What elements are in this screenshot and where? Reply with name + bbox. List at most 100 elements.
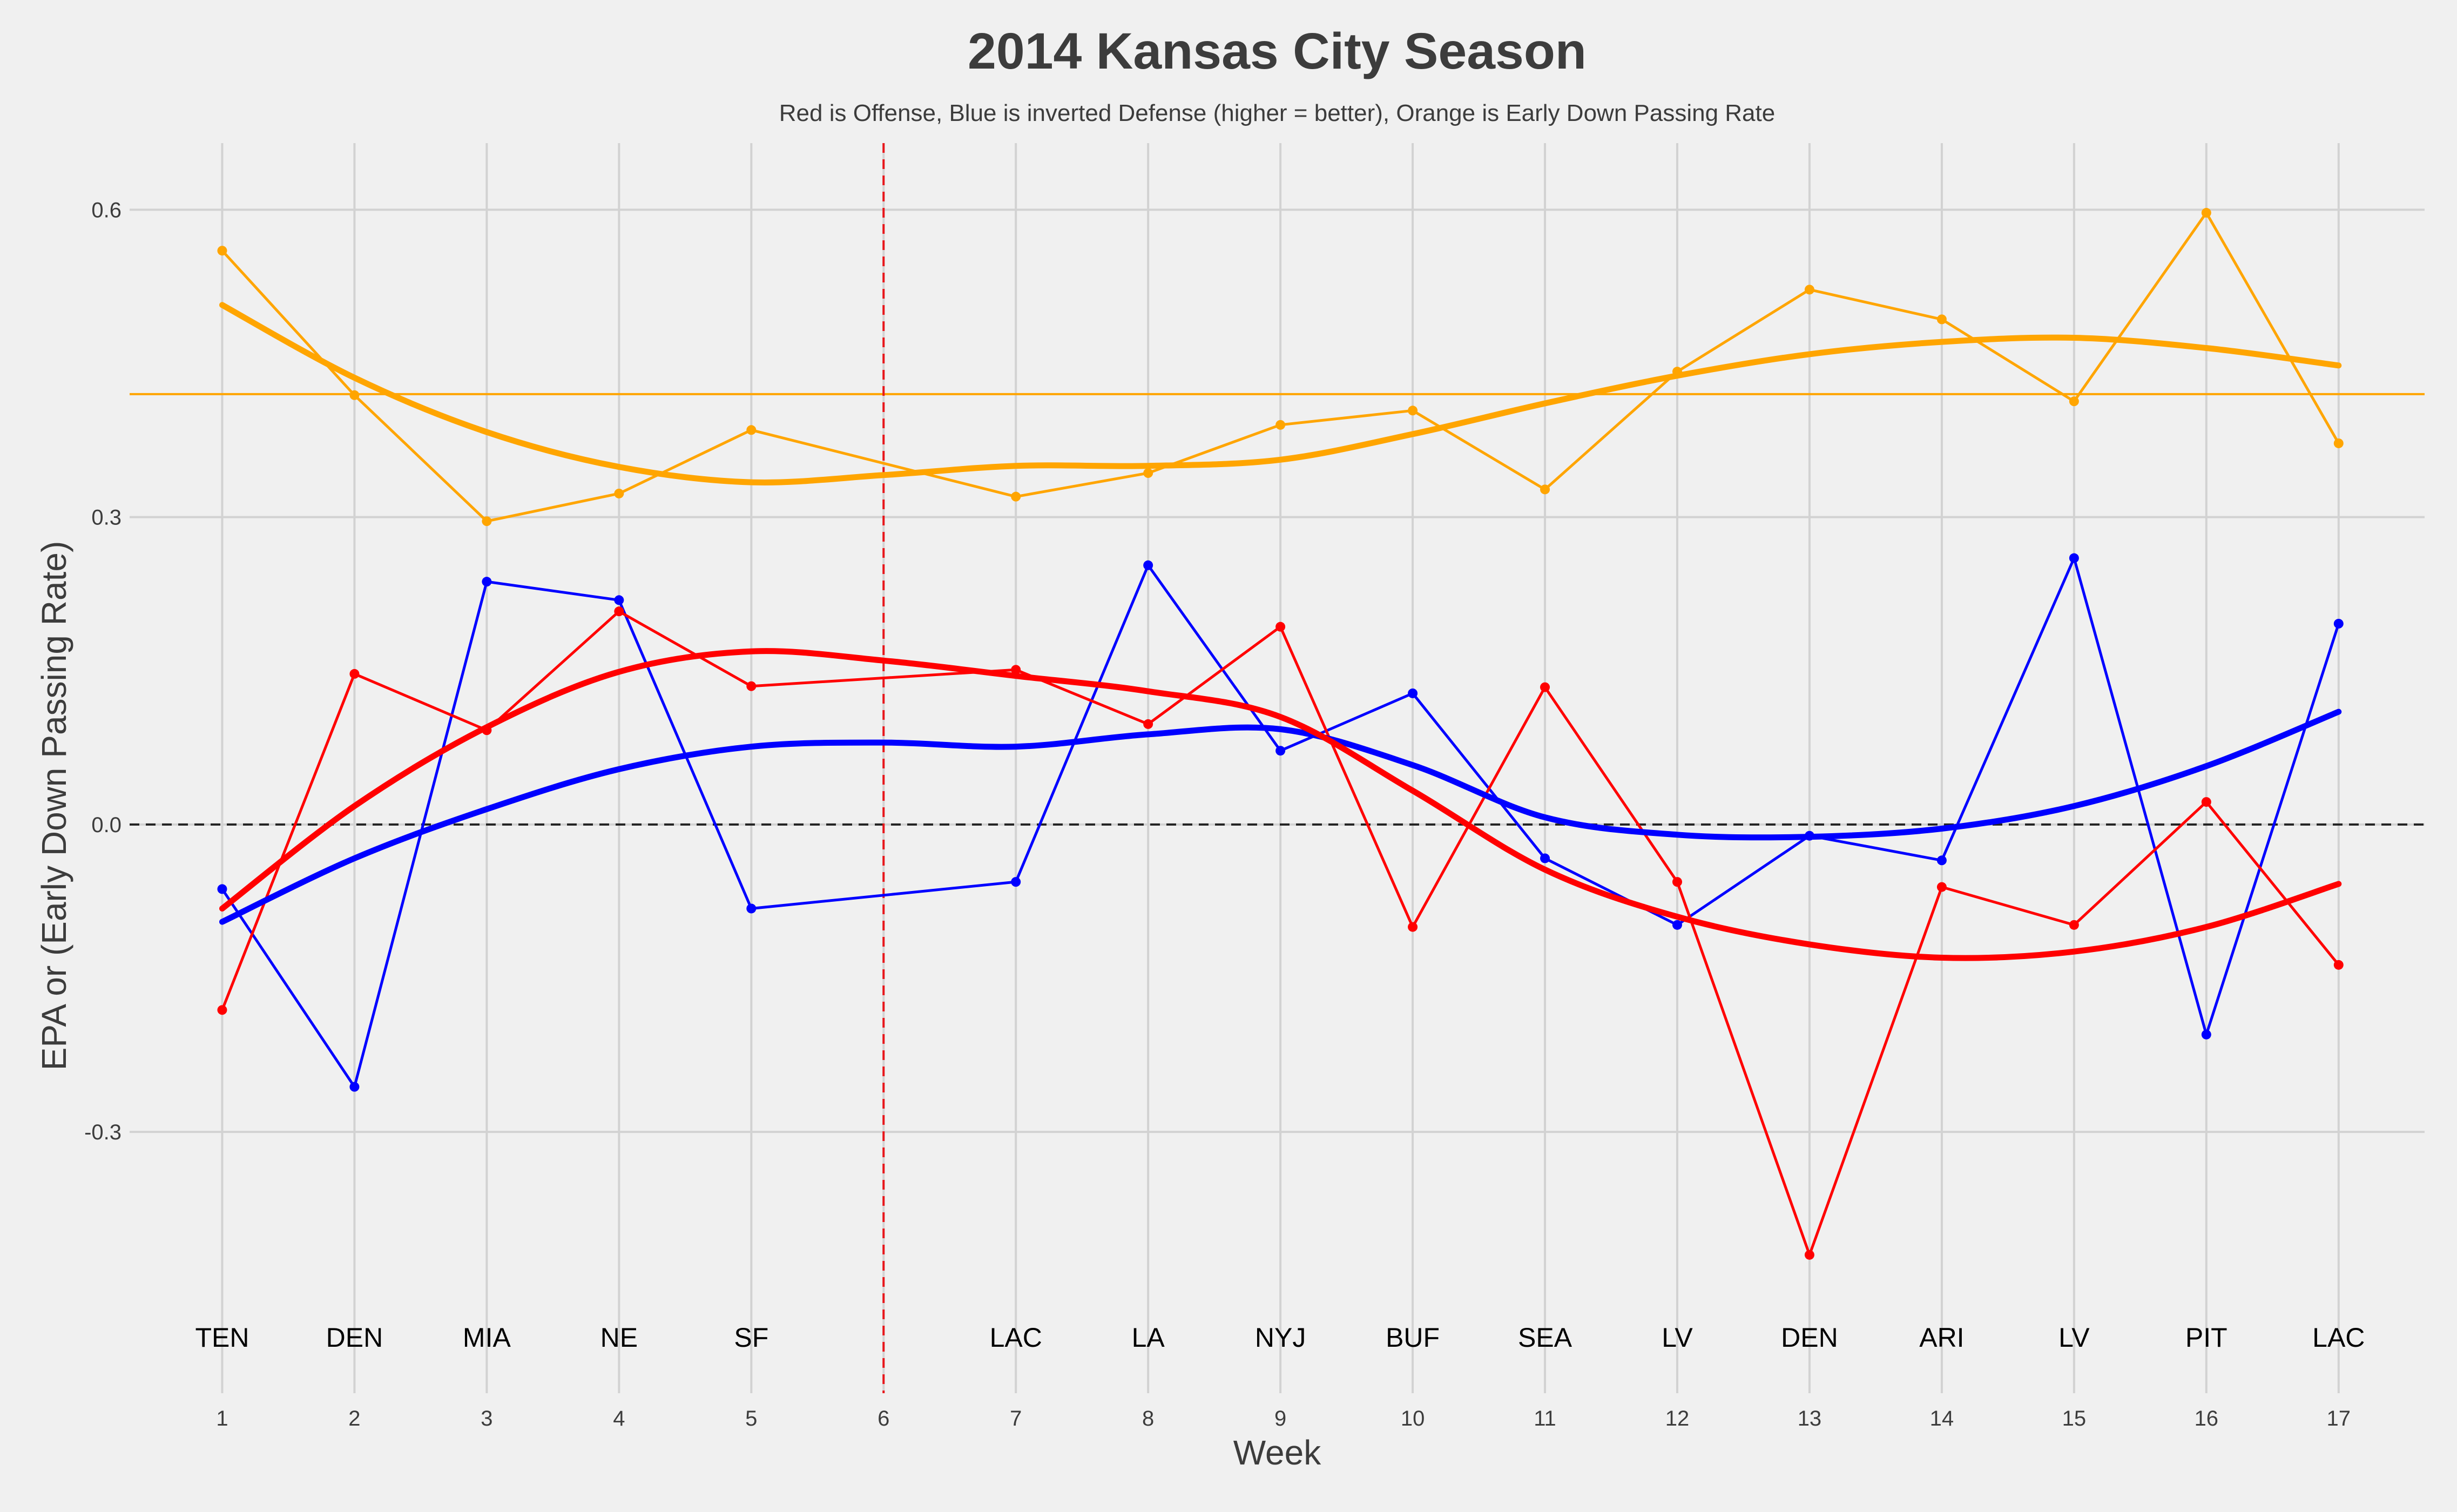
x-tick-label: 16 (2195, 1407, 2219, 1430)
data-point (1011, 665, 1021, 675)
opponent-label: LAC (2312, 1322, 2365, 1353)
data-point (217, 884, 227, 894)
data-point (1804, 285, 1814, 295)
data-point (2333, 438, 2344, 448)
data-point (1275, 746, 1286, 756)
x-tick-label: 10 (1401, 1407, 1425, 1430)
data-point (746, 425, 757, 435)
opponent-label: PIT (2185, 1322, 2228, 1353)
x-tick-label: 12 (1665, 1407, 1690, 1430)
data-point (1275, 420, 1286, 430)
data-point (482, 725, 492, 735)
data-point (614, 606, 624, 617)
axis-labels: 1 2 3 4 5 6 7 8 9 10 11 12 13 14 15 16 17-0.30.00.30.6TE… (84, 198, 2365, 1430)
data-point (2333, 960, 2344, 970)
data-point (1804, 1250, 1814, 1260)
series-points (217, 208, 2344, 1260)
data-point (217, 1005, 227, 1015)
x-tick-label: 3 (481, 1407, 492, 1430)
data-point (614, 595, 624, 605)
x-axis-title: Week (1233, 1433, 1321, 1472)
data-point (1408, 922, 1418, 932)
data-point (1143, 468, 1153, 478)
data-point (2069, 920, 2079, 930)
series-line-1 (221, 557, 2340, 1089)
data-point (2069, 553, 2079, 563)
data-point (2201, 208, 2211, 218)
data-point (1011, 877, 1021, 887)
data-point (482, 577, 492, 587)
smooth-line-2 (219, 648, 2342, 961)
series-line-2 (221, 610, 2340, 1257)
data-point (1408, 688, 1418, 698)
data-point (482, 516, 492, 526)
data-point (1408, 406, 1418, 416)
x-tick-label: 15 (2062, 1407, 2087, 1430)
data-point (1540, 682, 1550, 692)
data-point (2069, 396, 2079, 407)
data-point (1011, 491, 1021, 502)
y-tick-label: -0.3 (84, 1120, 122, 1144)
opponent-label: NYJ (1255, 1322, 1306, 1353)
x-tick-label: 7 (1010, 1407, 1022, 1430)
data-point (217, 246, 227, 256)
series-line-0 (221, 211, 2340, 523)
smooth-lines (219, 302, 2342, 961)
y-tick-label: 0.6 (91, 198, 122, 222)
x-tick-label: 6 (878, 1407, 889, 1430)
data-point (1936, 314, 1947, 325)
opponent-label: LV (2058, 1322, 2090, 1353)
opponent-label: LAC (990, 1322, 1042, 1353)
x-tick-label: 14 (1930, 1407, 1954, 1430)
data-point (349, 669, 360, 679)
data-point (349, 390, 360, 400)
x-tick-label: 11 (1534, 1407, 1556, 1430)
data-point (1143, 560, 1153, 570)
x-tick-label: 8 (1142, 1407, 1154, 1430)
data-point (746, 903, 757, 914)
x-tick-label: 5 (745, 1407, 757, 1430)
data-point (1143, 719, 1153, 729)
data-point (1275, 622, 1286, 632)
y-tick-label: 0.3 (91, 506, 122, 530)
opponent-label: LA (1132, 1322, 1165, 1353)
data-point (2333, 618, 2344, 629)
reference-lines (130, 143, 2425, 1393)
y-axis-title: EPA or (Early Down Passing Rate) (35, 541, 73, 1071)
opponent-label: NE (600, 1322, 638, 1353)
x-tick-label: 1 (216, 1407, 228, 1430)
x-tick-label: 2 (348, 1407, 360, 1430)
data-point (2201, 797, 2211, 807)
opponent-label: MIA (463, 1322, 511, 1353)
x-tick-label: 9 (1274, 1407, 1286, 1430)
chart-title: 2014 Kansas City Season (968, 23, 1587, 80)
data-point (1672, 877, 1682, 887)
series-lines (221, 211, 2340, 1257)
data-point (1672, 367, 1682, 377)
y-tick-label: 0.0 (91, 813, 122, 837)
opponent-label: SF (734, 1322, 768, 1353)
data-point (2201, 1029, 2211, 1040)
data-point (1804, 831, 1814, 841)
grid-lines (130, 143, 2425, 1393)
data-point (349, 1082, 360, 1092)
opponent-label: SEA (1518, 1322, 1572, 1353)
smooth-line-0 (219, 302, 2342, 485)
x-tick-label: 13 (1798, 1407, 1822, 1430)
x-tick-label: 17 (2327, 1407, 2351, 1430)
data-point (1936, 855, 1947, 866)
data-point (614, 488, 624, 498)
opponent-label: TEN (195, 1322, 249, 1353)
data-point (1936, 882, 1947, 892)
x-tick-label: 4 (613, 1407, 625, 1430)
opponent-label: DEN (326, 1322, 383, 1353)
smooth-line-1 (219, 708, 2342, 925)
data-point (1672, 920, 1682, 930)
chart-subtitle: Red is Offense, Blue is inverted Defense… (779, 100, 1775, 126)
opponent-label: DEN (1781, 1322, 1838, 1353)
opponent-label: LV (1662, 1322, 1693, 1353)
opponent-label: BUF (1386, 1322, 1440, 1353)
